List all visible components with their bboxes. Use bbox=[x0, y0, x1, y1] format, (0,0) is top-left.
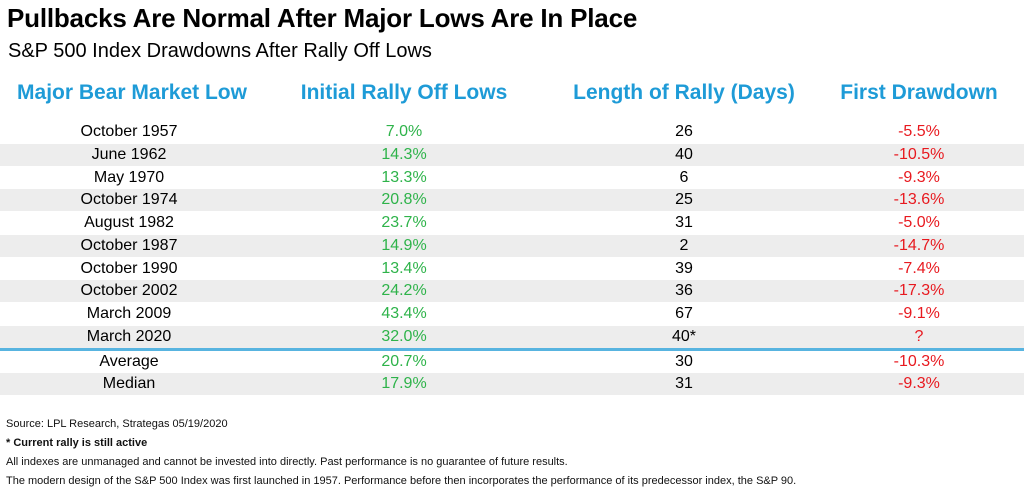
cell-initial-rally: 17.9% bbox=[381, 375, 427, 393]
summary-row: Average 20.7% 30 -10.3% bbox=[0, 351, 1024, 373]
cell-first-drawdown: -17.3% bbox=[893, 282, 945, 300]
table-row: May 1970 13.3% 6 -9.3% bbox=[0, 167, 1024, 189]
cell-rally-length: 26 bbox=[675, 123, 693, 140]
cell-initial-rally: 43.4% bbox=[381, 305, 427, 322]
table-row: October 1987 14.9% 2 -14.7% bbox=[0, 234, 1024, 257]
cell-initial-rally: 14.9% bbox=[381, 236, 427, 254]
cell-initial-rally: 13.3% bbox=[381, 168, 427, 186]
chart-title: Pullbacks Are Normal After Major Lows Ar… bbox=[7, 3, 638, 33]
table-row: October 1990 13.4% 39 -7.4% bbox=[0, 258, 1024, 280]
cell-first-drawdown: ? bbox=[914, 327, 924, 345]
cell-rally-length: 31 bbox=[675, 214, 693, 231]
cell-first-drawdown: -9.1% bbox=[898, 305, 940, 322]
cell-first-drawdown: -10.3% bbox=[893, 352, 945, 370]
cell-initial-rally: 24.2% bbox=[381, 282, 427, 300]
cell-first-drawdown: -5.5% bbox=[898, 123, 940, 140]
cell-bear-market-low: March 2020 bbox=[86, 327, 172, 345]
cell-initial-rally: 23.7% bbox=[381, 214, 427, 231]
cell-bear-market-low: October 1990 bbox=[80, 259, 178, 277]
cell-rally-length: 40 bbox=[675, 145, 693, 163]
cell-rally-length: 6 bbox=[679, 168, 689, 186]
cell-initial-rally: 14.3% bbox=[381, 145, 427, 163]
cell-first-drawdown: -14.7% bbox=[893, 236, 945, 254]
cell-bear-market-low: October 2002 bbox=[80, 282, 178, 300]
cell-rally-length: 67 bbox=[675, 305, 693, 322]
cell-bear-market-low: August 1982 bbox=[84, 214, 174, 231]
disclaimer-note: All indexes are unmanaged and cannot be … bbox=[6, 456, 568, 468]
table-row: March 2020 32.0% 40*? bbox=[0, 325, 1024, 348]
cell-bear-market-low: March 2009 bbox=[86, 305, 172, 322]
chart-subtitle: S&P 500 Index Drawdowns After Rally Off … bbox=[8, 40, 432, 62]
cell-bear-market-low: May 1970 bbox=[93, 168, 165, 186]
summary-row: Median 17.9% 31 -9.3% bbox=[0, 373, 1024, 396]
index-history-note: The modern design of the S&P 500 Index w… bbox=[6, 475, 797, 487]
cell-bear-market-low: Average bbox=[99, 352, 159, 370]
cell-first-drawdown: -5.0% bbox=[898, 214, 940, 231]
cell-rally-length: 30 bbox=[675, 352, 693, 370]
cell-bear-market-low: June 1962 bbox=[91, 145, 167, 163]
cell-rally-length: 39 bbox=[675, 259, 693, 277]
table-row: March 2009 43.4% 67 -9.1% bbox=[0, 303, 1024, 325]
cell-initial-rally: 32.0% bbox=[381, 327, 427, 345]
table-row: June 1962 14.3% 40 -10.5% bbox=[0, 143, 1024, 166]
cell-initial-rally: 13.4% bbox=[381, 259, 427, 277]
cell-rally-length: 40* bbox=[671, 327, 697, 345]
column-header-initial-rally: Initial Rally Off Lows bbox=[300, 81, 508, 104]
summary-divider bbox=[0, 348, 1024, 351]
cell-rally-length: 31 bbox=[675, 375, 693, 393]
table-row: August 1982 23.7% 31 -5.0% bbox=[0, 212, 1024, 234]
active-rally-note: * Current rally is still active bbox=[6, 437, 148, 449]
cell-first-drawdown: -13.6% bbox=[893, 191, 945, 209]
table-row: October 2002 24.2% 36 -17.3% bbox=[0, 280, 1024, 303]
column-header-first-drawdown: First Drawdown bbox=[840, 81, 998, 104]
cell-rally-length: 2 bbox=[679, 236, 689, 254]
cell-initial-rally: 20.8% bbox=[381, 191, 427, 209]
cell-first-drawdown: -7.4% bbox=[898, 259, 940, 277]
cell-rally-length: 36 bbox=[675, 282, 693, 300]
cell-rally-length: 25 bbox=[675, 191, 693, 209]
cell-bear-market-low: Median bbox=[102, 375, 156, 393]
column-header-bear-market-low: Major Bear Market Low bbox=[17, 81, 247, 104]
cell-initial-rally: 7.0% bbox=[385, 123, 423, 140]
source-note: Source: LPL Research, Strategas 05/19/20… bbox=[6, 418, 228, 430]
cell-bear-market-low: October 1957 bbox=[80, 123, 178, 140]
cell-bear-market-low: October 1974 bbox=[80, 191, 178, 209]
column-header-rally-length: Length of Rally (Days) bbox=[573, 81, 795, 104]
table-row: October 1974 20.8% 25 -13.6% bbox=[0, 189, 1024, 212]
cell-first-drawdown: -9.3% bbox=[898, 375, 940, 393]
cell-first-drawdown: -10.5% bbox=[893, 145, 945, 163]
cell-initial-rally: 20.7% bbox=[381, 352, 427, 370]
table-row: October 1957 7.0% 26 -5.5% bbox=[0, 121, 1024, 143]
cell-bear-market-low: October 1987 bbox=[80, 236, 178, 254]
cell-first-drawdown: -9.3% bbox=[898, 168, 940, 186]
